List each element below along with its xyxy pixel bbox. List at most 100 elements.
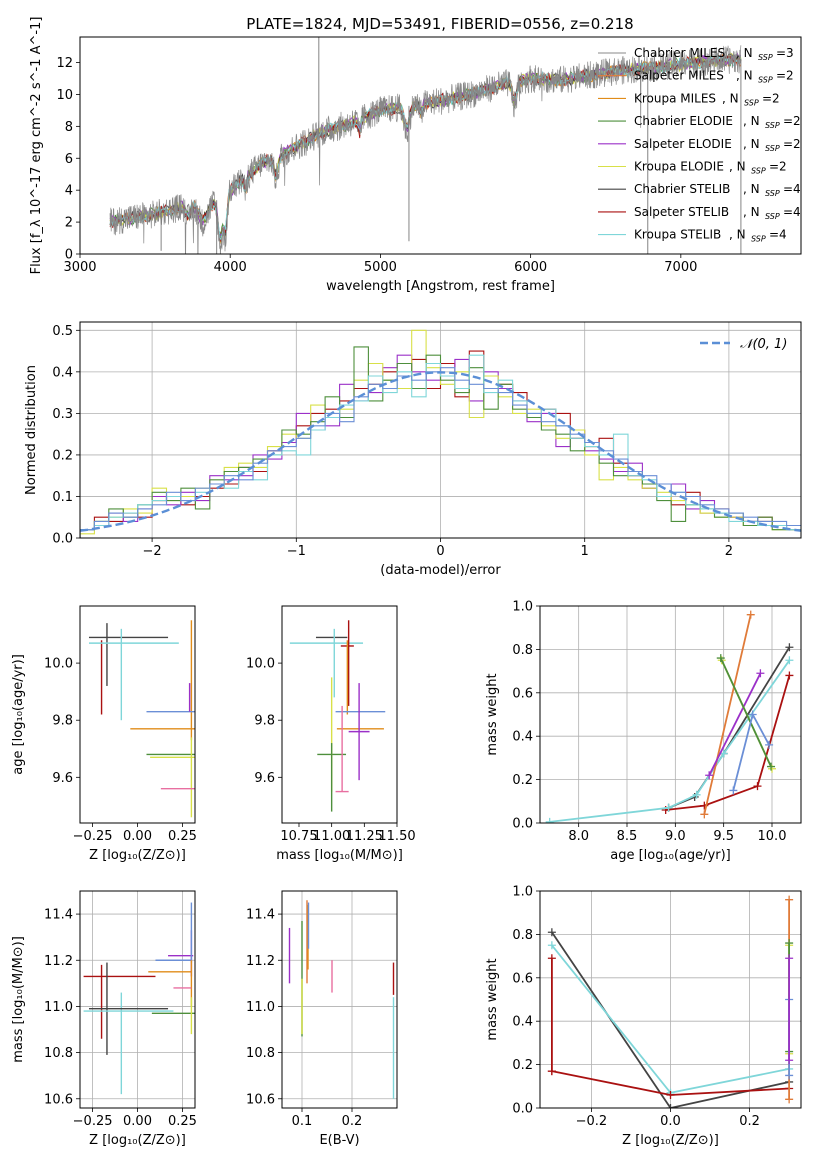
observed-spectrum-line [109, 45, 742, 254]
legend-nssp-value: =2 [769, 160, 787, 174]
y-tick-label: 11.4 [44, 908, 73, 923]
plus-marker [785, 895, 794, 904]
legend-nssp-subscript: SSP [758, 53, 773, 62]
axes-frame [79, 36, 802, 255]
legend-nssp-subscript: SSP [765, 189, 780, 198]
residuals-panel: −2 −1 0 1 2 0.0 0.1 0.2 0.3 0.4 0.5 (data-model)/er… [24, 321, 802, 578]
y-tick-label: 0.8 [512, 643, 533, 658]
mass-weight-line [719, 657, 772, 767]
y-axis-label: Normed distribution [24, 365, 39, 495]
legend-label: Chabrier STELIB [634, 182, 730, 196]
plus-marker [785, 1071, 794, 1080]
y-tick-label: 11.2 [44, 954, 73, 969]
y-tick-label: 0.3 [52, 407, 73, 422]
y-tick-label: 0.6 [512, 971, 533, 986]
plus-marker [753, 782, 762, 791]
x-tick-label: 1 [581, 544, 589, 559]
plus-marker [748, 710, 757, 719]
y-tick-label: 9.8 [52, 714, 73, 729]
legend-nssp-prefix: , N [736, 69, 753, 83]
plus-marker [756, 669, 765, 678]
legend-nssp-value: =2 [783, 114, 801, 128]
mass-vs-metallicity-panel: −0.25 0.00 0.25 10.6 10.8 11.0 11.2 11.4 Z [log₁… [11, 890, 197, 1148]
legend-nssp-prefix: , N [729, 228, 746, 242]
plus-marker [700, 810, 709, 819]
mass-weight-line [665, 675, 791, 811]
legend-nssp-subscript: SSP [751, 167, 766, 176]
x-tick-label: 0.25 [168, 829, 197, 844]
legend-label: Salpeter ELODIE [634, 137, 732, 151]
y-tick-label: 1.0 [512, 600, 533, 615]
x-tick-label: 6000 [514, 260, 547, 275]
legend-nssp-value: =2 [762, 91, 780, 105]
y-tick-label: 0.4 [52, 365, 73, 380]
histogram-group [80, 329, 801, 538]
y-tick-label: 1.0 [512, 885, 533, 900]
mass-weight-vs-age-panel: 8.0 8.5 9.0 9.5 10.0 0.0 0.2 0.4 0.6 0.8 1.0 age [l… [485, 600, 802, 863]
plus-marker [547, 928, 556, 937]
y-tick-label: 12 [56, 56, 73, 71]
legend-nssp-prefix: , N [722, 91, 739, 105]
residual-histogram [80, 367, 801, 538]
legend-nssp-value: =2 [776, 69, 794, 83]
plus-marker [729, 786, 738, 795]
legend-nssp-subscript: SSP [765, 144, 780, 153]
legend-nssp-subscript: SSP [744, 98, 759, 107]
legend-nssp-subscript: SSP [758, 76, 773, 85]
x-axis-label: age [log₁₀(age/yr)] [610, 848, 731, 863]
y-tick-label: 11.0 [246, 1000, 275, 1015]
spectrum-panel: 3000 4000 5000 6000 7000 0 2 4 6 8 10 12 wavelength … [29, 17, 802, 294]
x-tick-label: 9.5 [713, 829, 734, 844]
y-tick-label: 4 [65, 184, 73, 199]
legend-label: Salpeter STELIB [634, 205, 729, 219]
y-tick-label: 11.0 [44, 1000, 73, 1015]
x-axis-label: mass [log₁₀(M/M⊙)] [276, 848, 403, 863]
weight-line-group [547, 895, 794, 1108]
x-tick-label: −0.25 [73, 1114, 113, 1129]
legend-nssp-subscript: SSP [765, 121, 780, 130]
x-tick-label: 4000 [214, 260, 247, 275]
legend-nssp-prefix: , N [743, 182, 760, 196]
plus-marker [785, 954, 794, 963]
plus-marker [785, 939, 794, 948]
x-tick-label: 2 [725, 544, 733, 559]
y-tick-label: 0.0 [512, 1102, 533, 1117]
x-tick-label: 0.1 [292, 1114, 313, 1129]
axes-frame [539, 890, 802, 1109]
legend-nssp-subscript: SSP [751, 235, 766, 244]
legend-nssp-subscript: SSP [765, 212, 780, 221]
x-tick-label: 8.5 [617, 829, 638, 844]
y-tick-label: 9.6 [52, 771, 73, 786]
x-tick-label: 8.0 [568, 829, 589, 844]
mass-weight-vs-metallicity-panel: −0.2 0.0 0.2 0.0 0.2 0.4 0.6 0.8 1.0 Z [log₁₀(Z/Z… [485, 885, 802, 1148]
y-tick-label: 9.6 [254, 771, 275, 786]
legend-nssp-prefix: , N [729, 160, 746, 174]
x-tick-label: 11.50 [378, 829, 415, 844]
spectrum-lines [109, 37, 742, 254]
y-tick-label: 10.0 [246, 657, 275, 672]
legend-label: Chabrier ELODIE [634, 114, 733, 128]
legend-nssp-prefix: , N [743, 205, 760, 219]
age-vs-metallicity-panel: −0.25 0.00 0.25 9.6 9.8 10.0 Z [log₁₀(Z/Z⊙)] ag… [11, 605, 197, 863]
plus-marker [785, 1095, 794, 1104]
plus-marker [785, 671, 794, 680]
x-axis-label: (data-model)/error [380, 563, 501, 578]
plus-marker [692, 790, 701, 799]
legend-nssp-value: =4 [783, 182, 801, 196]
x-axis-label: wavelength [Angstrom, rest frame] [326, 279, 555, 294]
x-axis-label: E(B-V) [319, 1133, 359, 1148]
axes-frame [79, 890, 196, 1109]
plus-marker [547, 1067, 556, 1076]
y-tick-label: 0.0 [512, 817, 533, 832]
legend-nssp-value: =4 [769, 228, 787, 242]
weight-line-group [545, 610, 794, 823]
plus-marker [785, 656, 794, 665]
x-tick-label: −1 [287, 544, 306, 559]
y-tick-label: 0.4 [512, 1015, 533, 1030]
normal-curve [80, 371, 801, 532]
legend-nssp-value: =3 [776, 46, 794, 60]
errorbar-group [88, 620, 195, 818]
y-tick-label: 10.6 [246, 1092, 275, 1107]
errorbar-group [288, 900, 395, 1099]
